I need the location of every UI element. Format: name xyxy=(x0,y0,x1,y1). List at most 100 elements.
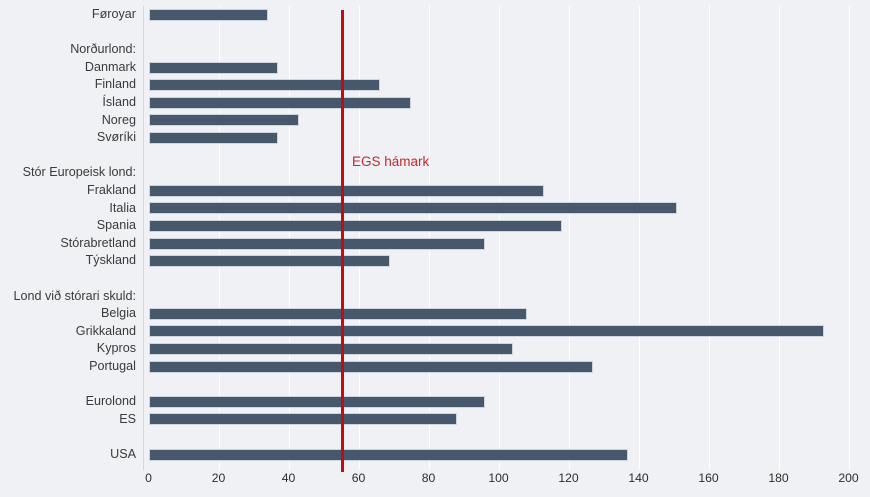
bar-area xyxy=(148,305,870,323)
bar-area xyxy=(148,235,870,253)
bar-area xyxy=(148,76,870,94)
chart-row-grikkaland: Grikkaland xyxy=(0,323,870,341)
y-axis-line xyxy=(142,6,144,470)
bar-area xyxy=(148,182,870,200)
category-label: Ísland xyxy=(102,94,136,109)
category-label: Noreg xyxy=(101,112,136,127)
category-label xyxy=(0,270,136,288)
bar-finland xyxy=(148,79,380,92)
bar-usa xyxy=(148,448,628,461)
bar-area xyxy=(148,217,870,235)
chart-row-spania: Spania xyxy=(0,217,870,235)
chart-row-st-r-europeisk-lond: Stór Europeisk lond: xyxy=(0,164,870,182)
x-tick-140: 140 xyxy=(628,471,649,485)
bar-area xyxy=(148,6,870,24)
chart-row-portugal: Portugal xyxy=(0,358,870,376)
category-label: Grikkaland xyxy=(75,323,136,338)
x-tick-20: 20 xyxy=(211,471,226,485)
bar-danmark xyxy=(148,61,278,74)
bar-belgia xyxy=(148,307,527,320)
group-header-label: Lond við stórari skuld: xyxy=(13,288,136,303)
bar-sland xyxy=(148,96,411,109)
category-label: Føroyar xyxy=(91,7,136,21)
bar-t-skland xyxy=(148,255,390,268)
bar-frakland xyxy=(148,184,544,197)
bar-italia xyxy=(148,202,677,215)
chart-row-eurolond: Eurolond xyxy=(0,393,870,411)
category-label: Kypros xyxy=(96,341,136,356)
category-label: Finland xyxy=(94,77,136,92)
bar-noreg xyxy=(148,114,299,127)
chart-row-sv-r-ki: Svøríki xyxy=(0,129,870,147)
chart-row-st-rabretland: Stórabretland xyxy=(0,235,870,253)
chart-row-t-skland: Týskland xyxy=(0,252,870,270)
bar-area xyxy=(149,147,870,165)
bar-f-royar xyxy=(148,8,268,21)
chart-row-danmark: Danmark xyxy=(0,59,870,77)
chart-row-spacer xyxy=(0,24,870,42)
gridline-160 xyxy=(708,6,710,470)
category-label: Portugal xyxy=(89,358,136,373)
x-tick-0: 0 xyxy=(145,471,152,485)
chart-row-belgia: Belgia xyxy=(0,305,870,323)
category-label: Svøríki xyxy=(96,130,136,145)
bar-area xyxy=(148,252,870,270)
bar-st-rabretland xyxy=(148,237,485,250)
bar-area xyxy=(148,112,870,130)
group-header-label: Norðurlond: xyxy=(70,42,136,57)
chart-row-spacer xyxy=(0,428,870,446)
bar-kypros xyxy=(148,343,513,356)
chart-row-f-royar: Føroyar xyxy=(0,6,870,24)
x-tick-180: 180 xyxy=(768,471,789,485)
bar-area xyxy=(149,41,870,59)
chart-row-spacer xyxy=(0,270,870,288)
gridline-180 xyxy=(778,6,780,470)
bar-area xyxy=(149,270,870,288)
x-tick-60: 60 xyxy=(351,471,366,485)
chart-row-nor-urlond: Norðurlond: xyxy=(0,41,870,59)
chart-row-noreg: Noreg xyxy=(0,112,870,130)
chart-row-usa: USA xyxy=(0,446,870,464)
bar-area xyxy=(148,393,870,411)
gridline-200 xyxy=(848,6,850,470)
reference-line xyxy=(340,10,344,472)
bar-area xyxy=(149,164,870,182)
bar-eurolond xyxy=(148,395,485,408)
category-label: USA xyxy=(110,446,136,461)
category-label xyxy=(0,375,136,393)
bar-area xyxy=(149,24,870,42)
bar-area xyxy=(148,59,870,77)
category-label xyxy=(0,147,136,165)
bar-spania xyxy=(148,219,562,232)
gridline-120 xyxy=(568,6,570,470)
gridline-100 xyxy=(498,6,500,470)
chart-row-spacer xyxy=(0,375,870,393)
bar-grikkaland xyxy=(148,325,824,338)
bar-es xyxy=(148,413,457,426)
category-label: Spania xyxy=(96,218,136,233)
chart-rows: Føroyar Norðurlond: Danmark Finland Ísland No… xyxy=(0,6,870,463)
category-label: Frakland xyxy=(87,182,136,197)
category-label: Týskland xyxy=(85,253,136,268)
bar-area xyxy=(149,428,870,446)
bar-area xyxy=(148,200,870,218)
chart-row-es: ES xyxy=(0,411,870,429)
gridline-140 xyxy=(638,6,640,470)
x-tick-100: 100 xyxy=(488,471,509,485)
category-label: Italia xyxy=(109,200,136,215)
bar-area xyxy=(148,358,870,376)
category-label: Stórabretland xyxy=(60,235,136,250)
x-tick-80: 80 xyxy=(421,471,436,485)
reference-line-label: EGS hámark xyxy=(352,154,430,169)
chart-row-sland: Ísland xyxy=(0,94,870,112)
bar-area xyxy=(148,446,870,464)
bar-area xyxy=(148,129,870,147)
category-label xyxy=(0,428,136,446)
category-label: Eurolond xyxy=(85,394,136,409)
category-label: Belgia xyxy=(100,306,136,321)
chart-row-frakland: Frakland xyxy=(0,182,870,200)
bar-area xyxy=(148,340,870,358)
category-label xyxy=(0,24,136,42)
group-header-label: Stór Europeisk lond: xyxy=(22,165,136,180)
